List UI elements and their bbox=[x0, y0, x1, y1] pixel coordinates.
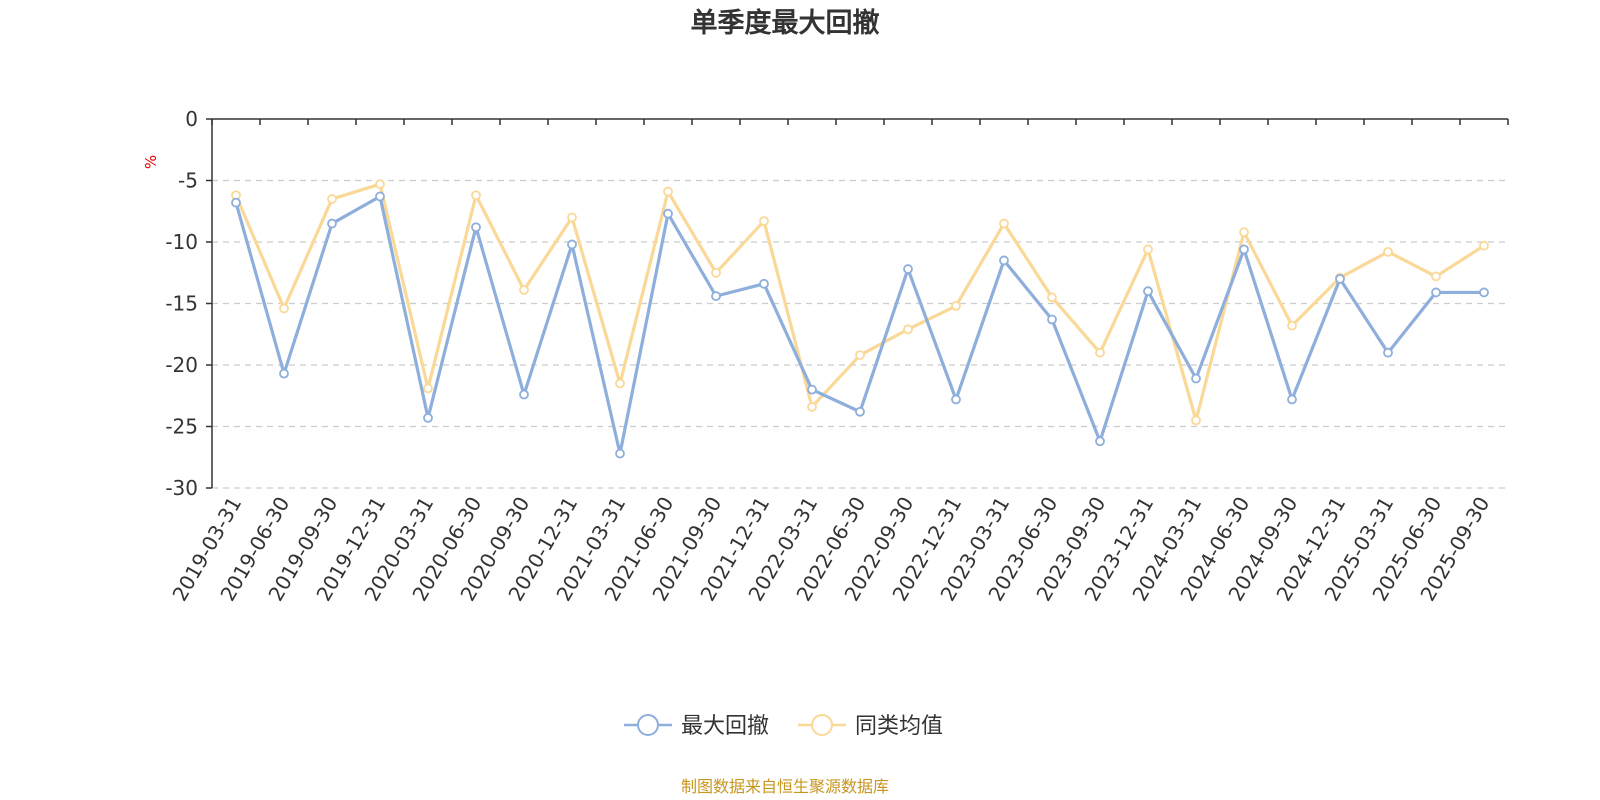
data-point bbox=[1479, 240, 1489, 251]
data-point bbox=[375, 179, 385, 190]
legend-item-peer-average[interactable]: 同类均值 bbox=[798, 714, 943, 739]
data-point bbox=[711, 267, 721, 278]
data-point bbox=[375, 191, 385, 202]
data-point bbox=[999, 255, 1009, 266]
data-point bbox=[1335, 273, 1345, 284]
data-point bbox=[807, 384, 817, 395]
data-point bbox=[423, 383, 433, 394]
data-source-note: 制图数据来自恒生聚源数据库 bbox=[681, 777, 889, 796]
data-point bbox=[855, 350, 865, 361]
data-point bbox=[1095, 436, 1105, 447]
y-tick-label: -25 bbox=[165, 415, 198, 439]
data-point bbox=[1383, 246, 1393, 257]
data-point bbox=[279, 368, 289, 379]
y-tick-label: -15 bbox=[165, 292, 198, 316]
data-point bbox=[567, 239, 577, 250]
data-point bbox=[903, 324, 913, 335]
y-tick-label: -30 bbox=[165, 476, 198, 500]
data-point bbox=[1431, 287, 1441, 298]
data-point bbox=[423, 412, 433, 423]
data-point bbox=[1239, 227, 1249, 238]
data-point bbox=[903, 264, 913, 274]
y-tick-label: -20 bbox=[165, 353, 198, 377]
chart-title: 单季度最大回撤 bbox=[691, 7, 880, 39]
data-point bbox=[951, 301, 961, 311]
legend-item-max-drawdown[interactable]: 最大回撤 bbox=[624, 714, 769, 739]
legend-label: 最大回撤 bbox=[681, 714, 769, 739]
data-point bbox=[1095, 347, 1105, 358]
grid-lines bbox=[212, 179, 1508, 489]
data-point bbox=[1047, 292, 1057, 303]
data-point bbox=[615, 378, 625, 389]
series-peer-average bbox=[231, 179, 1489, 426]
data-point bbox=[519, 389, 529, 400]
data-point bbox=[663, 208, 673, 219]
data-point bbox=[231, 197, 241, 208]
data-point bbox=[1047, 314, 1057, 325]
data-point bbox=[1191, 373, 1201, 384]
data-point bbox=[1287, 320, 1297, 331]
data-point bbox=[615, 448, 625, 459]
data-point bbox=[471, 222, 481, 233]
data-point bbox=[759, 216, 769, 226]
data-point bbox=[1143, 244, 1153, 255]
data-point bbox=[999, 218, 1009, 229]
data-point bbox=[1143, 286, 1153, 297]
data-point bbox=[327, 194, 337, 204]
data-point bbox=[1479, 287, 1489, 298]
data-point bbox=[663, 186, 673, 197]
data-point bbox=[1191, 415, 1201, 426]
data-point bbox=[1383, 347, 1393, 358]
y-axis-unit-label: % bbox=[142, 155, 160, 169]
y-tick-label: -5 bbox=[178, 169, 198, 193]
data-point bbox=[807, 401, 817, 412]
data-point bbox=[711, 291, 721, 302]
data-point bbox=[759, 278, 769, 289]
series-max-drawdown bbox=[231, 191, 1489, 459]
data-point bbox=[1431, 271, 1441, 282]
data-point bbox=[519, 285, 529, 295]
legend-marker-icon bbox=[811, 714, 833, 736]
legend[interactable]: 最大回撤 同类均值 bbox=[624, 714, 943, 739]
data-point bbox=[1239, 244, 1249, 255]
y-tick-label: -10 bbox=[165, 230, 198, 254]
data-point bbox=[1287, 394, 1297, 405]
data-point bbox=[327, 218, 337, 229]
data-point bbox=[471, 190, 481, 201]
legend-marker-icon bbox=[637, 714, 659, 736]
legend-label: 同类均值 bbox=[855, 714, 943, 739]
axes: 0-5-10-15-20-25-302019-03-312019-06-3020… bbox=[165, 107, 1509, 605]
data-point bbox=[855, 406, 865, 417]
series-lines bbox=[231, 179, 1489, 459]
data-point bbox=[951, 394, 961, 405]
data-point bbox=[567, 212, 577, 223]
data-point bbox=[279, 303, 289, 314]
y-tick-label: 0 bbox=[185, 107, 198, 131]
